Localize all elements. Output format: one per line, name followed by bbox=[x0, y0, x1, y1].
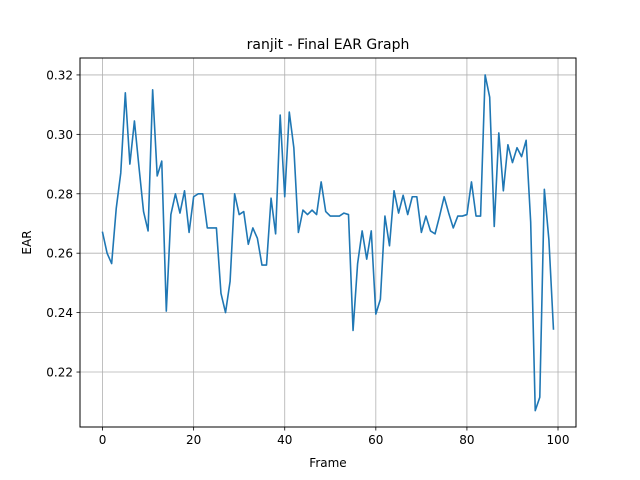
x-axis-label: Frame bbox=[309, 456, 346, 470]
y-tick-label: 0.26 bbox=[46, 247, 73, 261]
y-tick-label: 0.28 bbox=[46, 187, 73, 201]
chart-title: ranjit - Final EAR Graph bbox=[247, 37, 410, 53]
plot-frame bbox=[79, 57, 577, 428]
y-axis-label: EAR bbox=[20, 230, 34, 254]
y-tick-label: 0.32 bbox=[46, 68, 73, 82]
ear-series bbox=[101, 74, 555, 412]
y-tick-label: 0.22 bbox=[46, 366, 73, 380]
x-tick-label: 0 bbox=[99, 433, 107, 447]
x-tick-label: 80 bbox=[459, 433, 474, 447]
ear-series-line bbox=[101, 74, 555, 412]
x-tick-label: 60 bbox=[368, 433, 383, 447]
x-axis-ticks: 0 20 40 60 80 100 bbox=[99, 427, 570, 447]
x-tick-label: 100 bbox=[547, 433, 570, 447]
x-tick-label: 40 bbox=[277, 433, 292, 447]
y-tick-label: 0.24 bbox=[46, 306, 73, 320]
y-axis-ticks: 0.22 0.24 0.26 0.28 0.30 0.32 bbox=[46, 68, 80, 380]
y-tick-label: 0.30 bbox=[46, 128, 73, 142]
x-tick-label: 20 bbox=[186, 433, 201, 447]
